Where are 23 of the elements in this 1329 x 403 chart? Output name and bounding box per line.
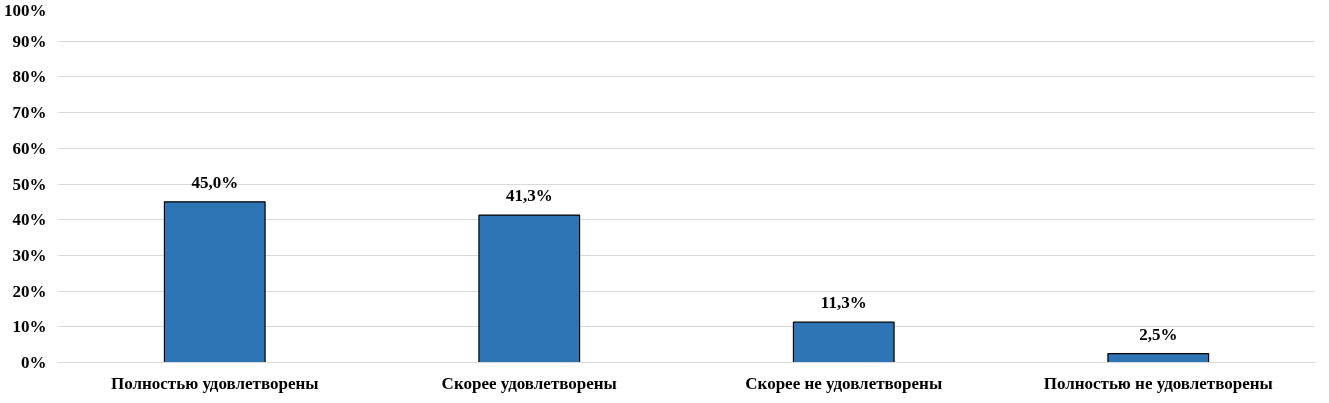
data-label: 2,5% (1139, 324, 1178, 344)
bar (1107, 352, 1210, 363)
y-tick-label: 80% (12, 67, 47, 87)
y-tick-label: 30% (12, 245, 47, 265)
y-tick-label: 0% (21, 353, 47, 372)
bar (478, 214, 581, 363)
y-tick-label: 50% (12, 174, 47, 194)
y-tick-label: 100% (4, 0, 47, 20)
data-label: 11,3% (820, 293, 867, 313)
y-tick-label: 10% (12, 317, 47, 337)
x-tick-label: Скорее не удовлетворены (745, 373, 943, 393)
y-tick-label: 70% (12, 103, 47, 123)
bar (792, 321, 895, 363)
y-tick-label: 20% (12, 281, 47, 301)
x-tick-label: Полностью не удовлетворены (1043, 373, 1273, 393)
x-tick-label: Полностью удовлетворены (110, 373, 319, 393)
y-tick-label: 90% (12, 31, 47, 51)
x-tick-label: Скорее удовлетворены (441, 373, 617, 393)
y-tick-label: 60% (12, 138, 47, 158)
y-tick-label: 40% (12, 210, 47, 230)
data-label: 45,0% (191, 172, 239, 192)
data-label: 41,3% (505, 186, 553, 206)
bar (163, 201, 266, 363)
